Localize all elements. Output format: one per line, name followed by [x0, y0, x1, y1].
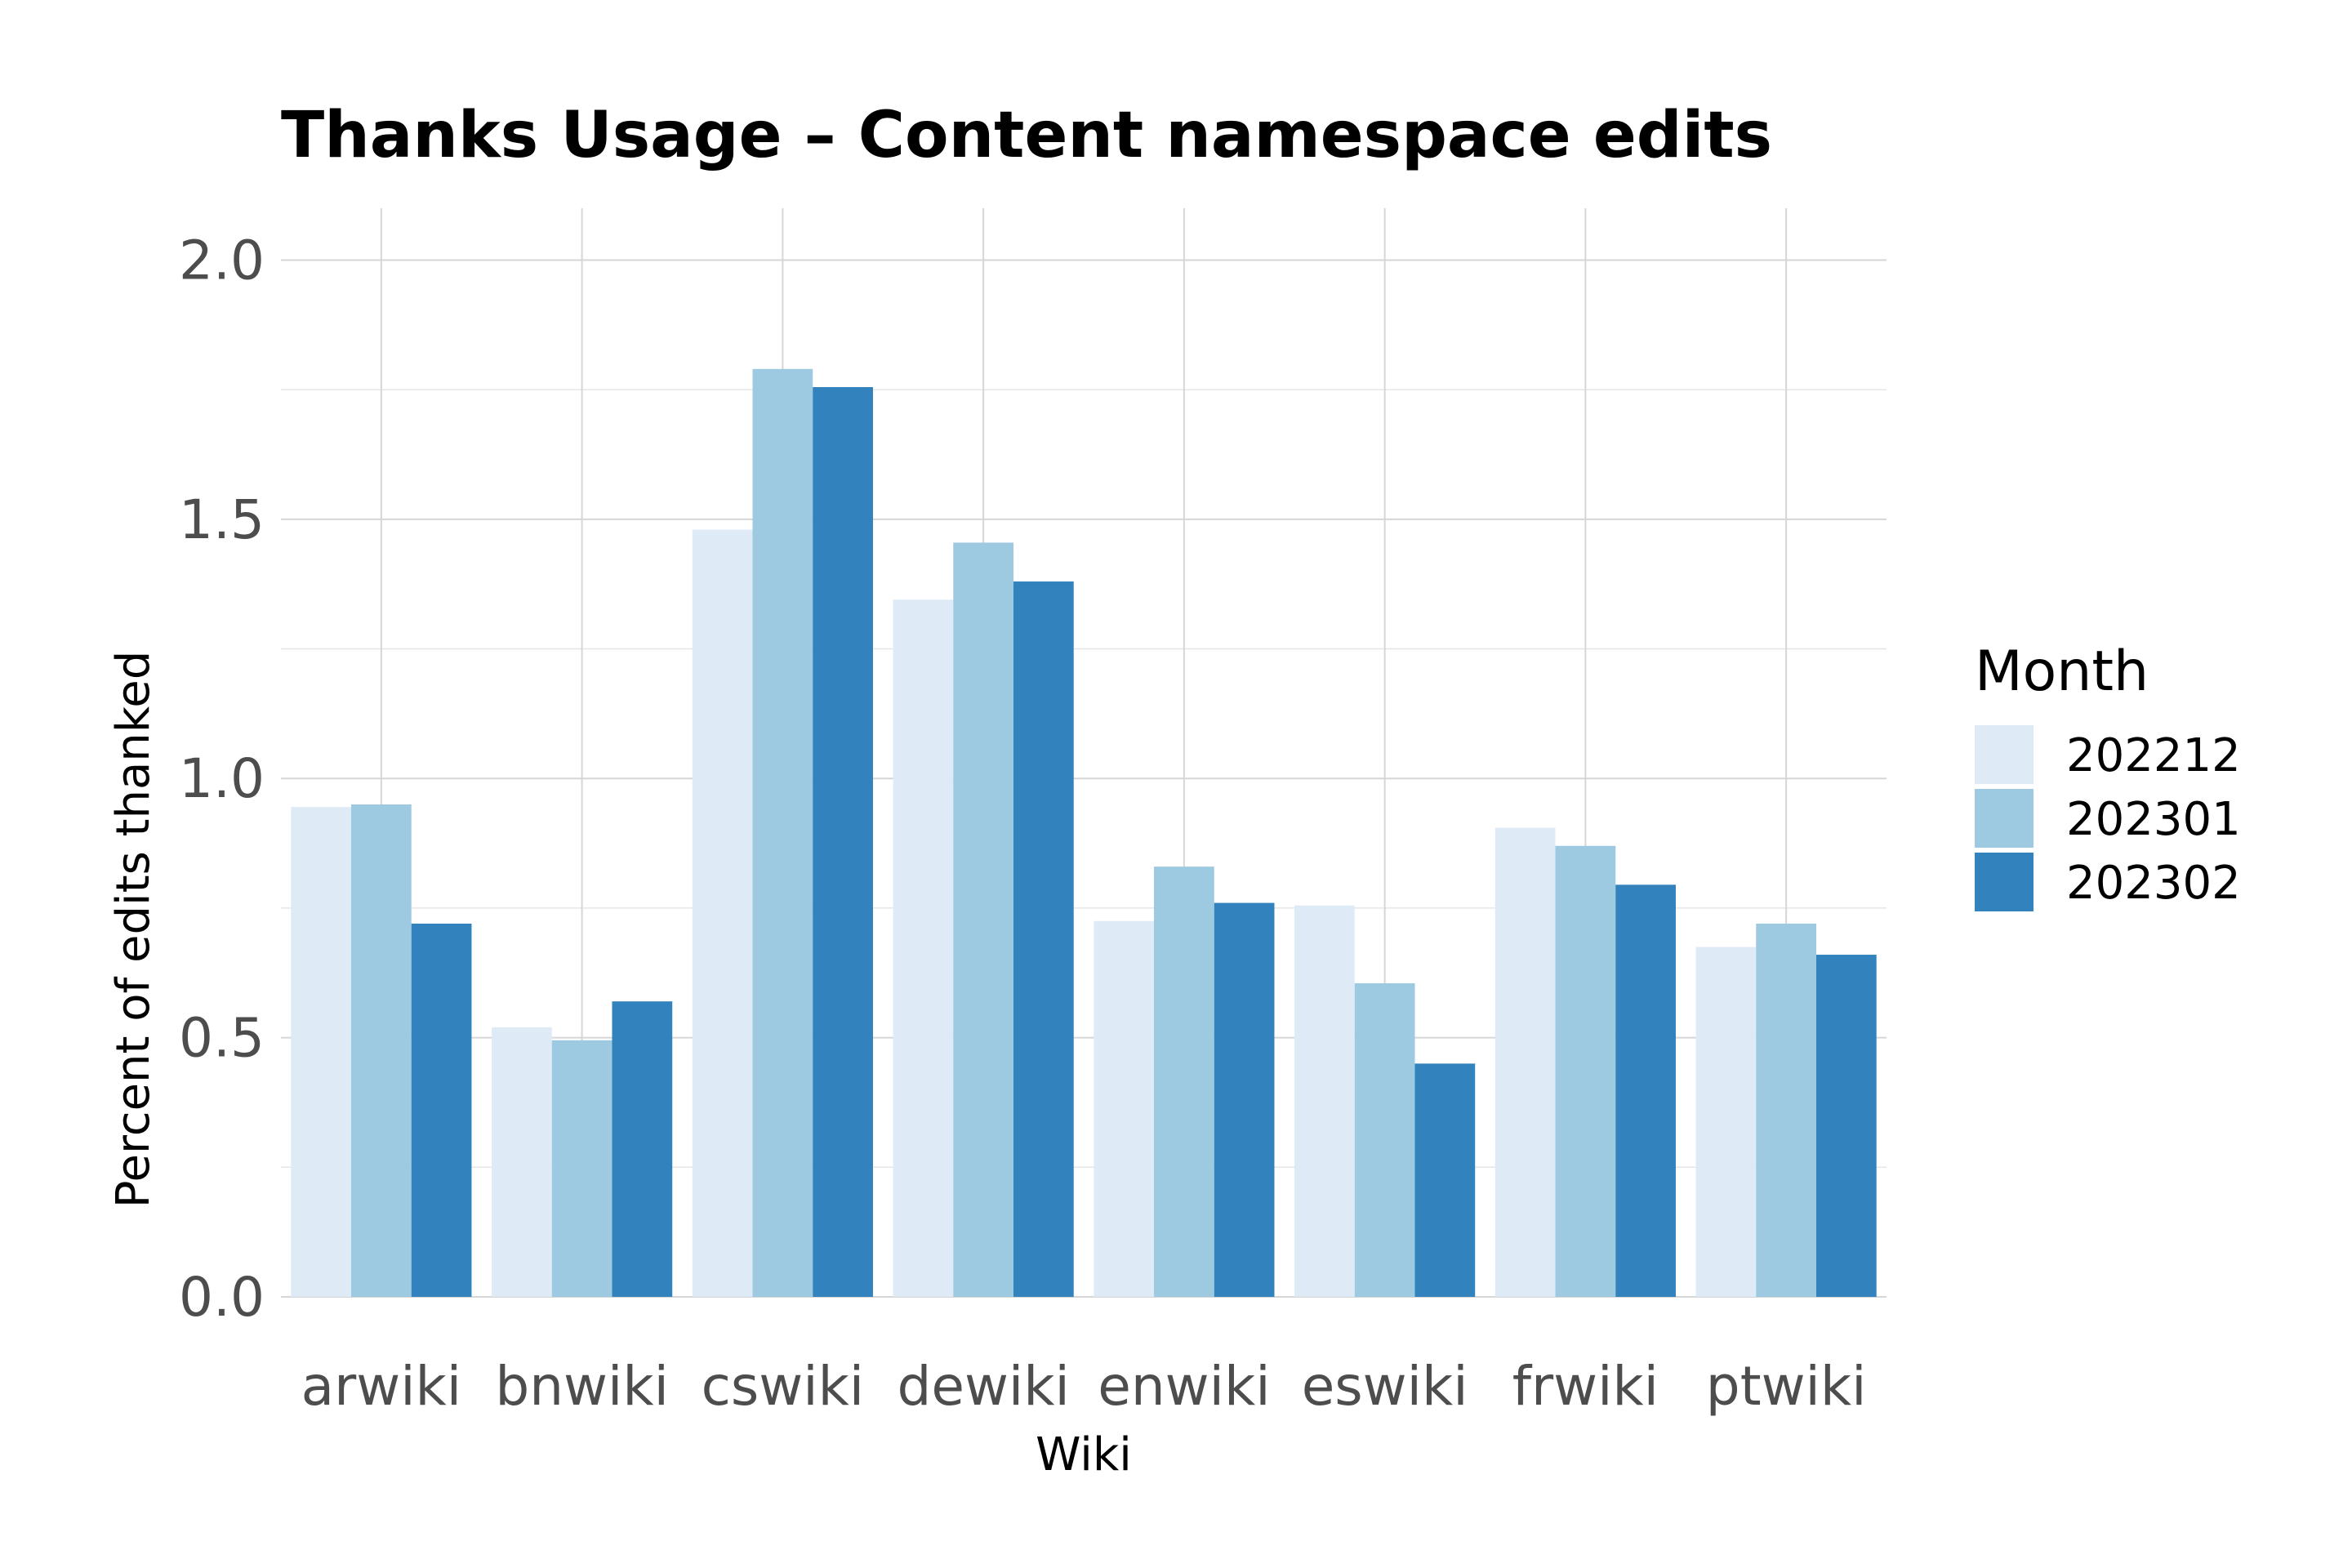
bar-enwiki-202302 [1214, 902, 1275, 1297]
bar-eswiki-202302 [1414, 1063, 1476, 1297]
legend-label: 202212 [2066, 729, 2241, 782]
y-tick-label: 0.0 [179, 1266, 265, 1329]
legend-swatch-202301 [1975, 789, 2034, 848]
legend-title: Month [1975, 639, 2149, 704]
y-tick-label: 1.0 [179, 747, 265, 810]
bar-arwiki-202212 [291, 807, 352, 1297]
bar-arwiki-202301 [351, 804, 412, 1297]
x-tick-label: dewiki [897, 1355, 1069, 1418]
x-tick-label: enwiki [1098, 1355, 1270, 1418]
chart-title: Thanks Usage – Content namespace edits [281, 99, 1772, 172]
bar-enwiki-202212 [1094, 920, 1155, 1297]
bar-enwiki-202301 [1154, 866, 1214, 1297]
bar-bnwiki-202301 [551, 1040, 612, 1297]
bar-cswiki-202212 [692, 529, 753, 1297]
y-tick-label: 0.5 [179, 1007, 265, 1070]
x-tick-label: eswiki [1302, 1355, 1468, 1418]
x-axis-title: Wiki [1036, 1428, 1132, 1481]
bar-ptwiki-202301 [1756, 923, 1816, 1297]
y-tick-labels: 0.0 0.5 1.0 1.5 2.0 [179, 229, 265, 1329]
bar-cswiki-202301 [752, 368, 813, 1298]
bar-dewiki-202301 [953, 542, 1013, 1297]
legend-swatch-202212 [1975, 725, 2034, 784]
legend-label: 202302 [2066, 857, 2241, 910]
bar-arwiki-202302 [411, 923, 472, 1297]
x-tick-label: arwiki [301, 1355, 461, 1418]
bar-frwiki-202212 [1494, 827, 1556, 1297]
bar-dewiki-202212 [893, 599, 954, 1297]
y-tick-label: 2.0 [179, 229, 265, 292]
x-tick-labels: arwiki bnwiki cswiki dewiki enwiki eswiki frwi… [301, 1355, 1867, 1418]
bars [291, 368, 1877, 1298]
legend: Month 202212 202301 202302 [1975, 639, 2241, 911]
bar-frwiki-202302 [1615, 884, 1676, 1297]
bar-bnwiki-202302 [612, 1001, 673, 1297]
bar-dewiki-202302 [1013, 581, 1074, 1297]
bar-frwiki-202301 [1555, 845, 1616, 1297]
x-tick-label: frwiki [1512, 1355, 1659, 1418]
x-tick-label: cswiki [702, 1355, 865, 1418]
bar-eswiki-202212 [1294, 905, 1355, 1297]
y-tick-label: 1.5 [179, 488, 265, 551]
y-axis-title: Percent of edits thanked [107, 651, 160, 1208]
legend-swatch-202302 [1975, 853, 2034, 911]
bar-cswiki-202302 [813, 386, 873, 1297]
legend-label: 202301 [2066, 793, 2241, 846]
bar-ptwiki-202302 [1815, 955, 1877, 1297]
x-tick-label: bnwiki [495, 1355, 669, 1418]
x-tick-label: ptwiki [1706, 1355, 1867, 1418]
bar-ptwiki-202212 [1695, 947, 1757, 1297]
bar-eswiki-202301 [1354, 982, 1415, 1297]
bar-bnwiki-202212 [492, 1027, 552, 1297]
